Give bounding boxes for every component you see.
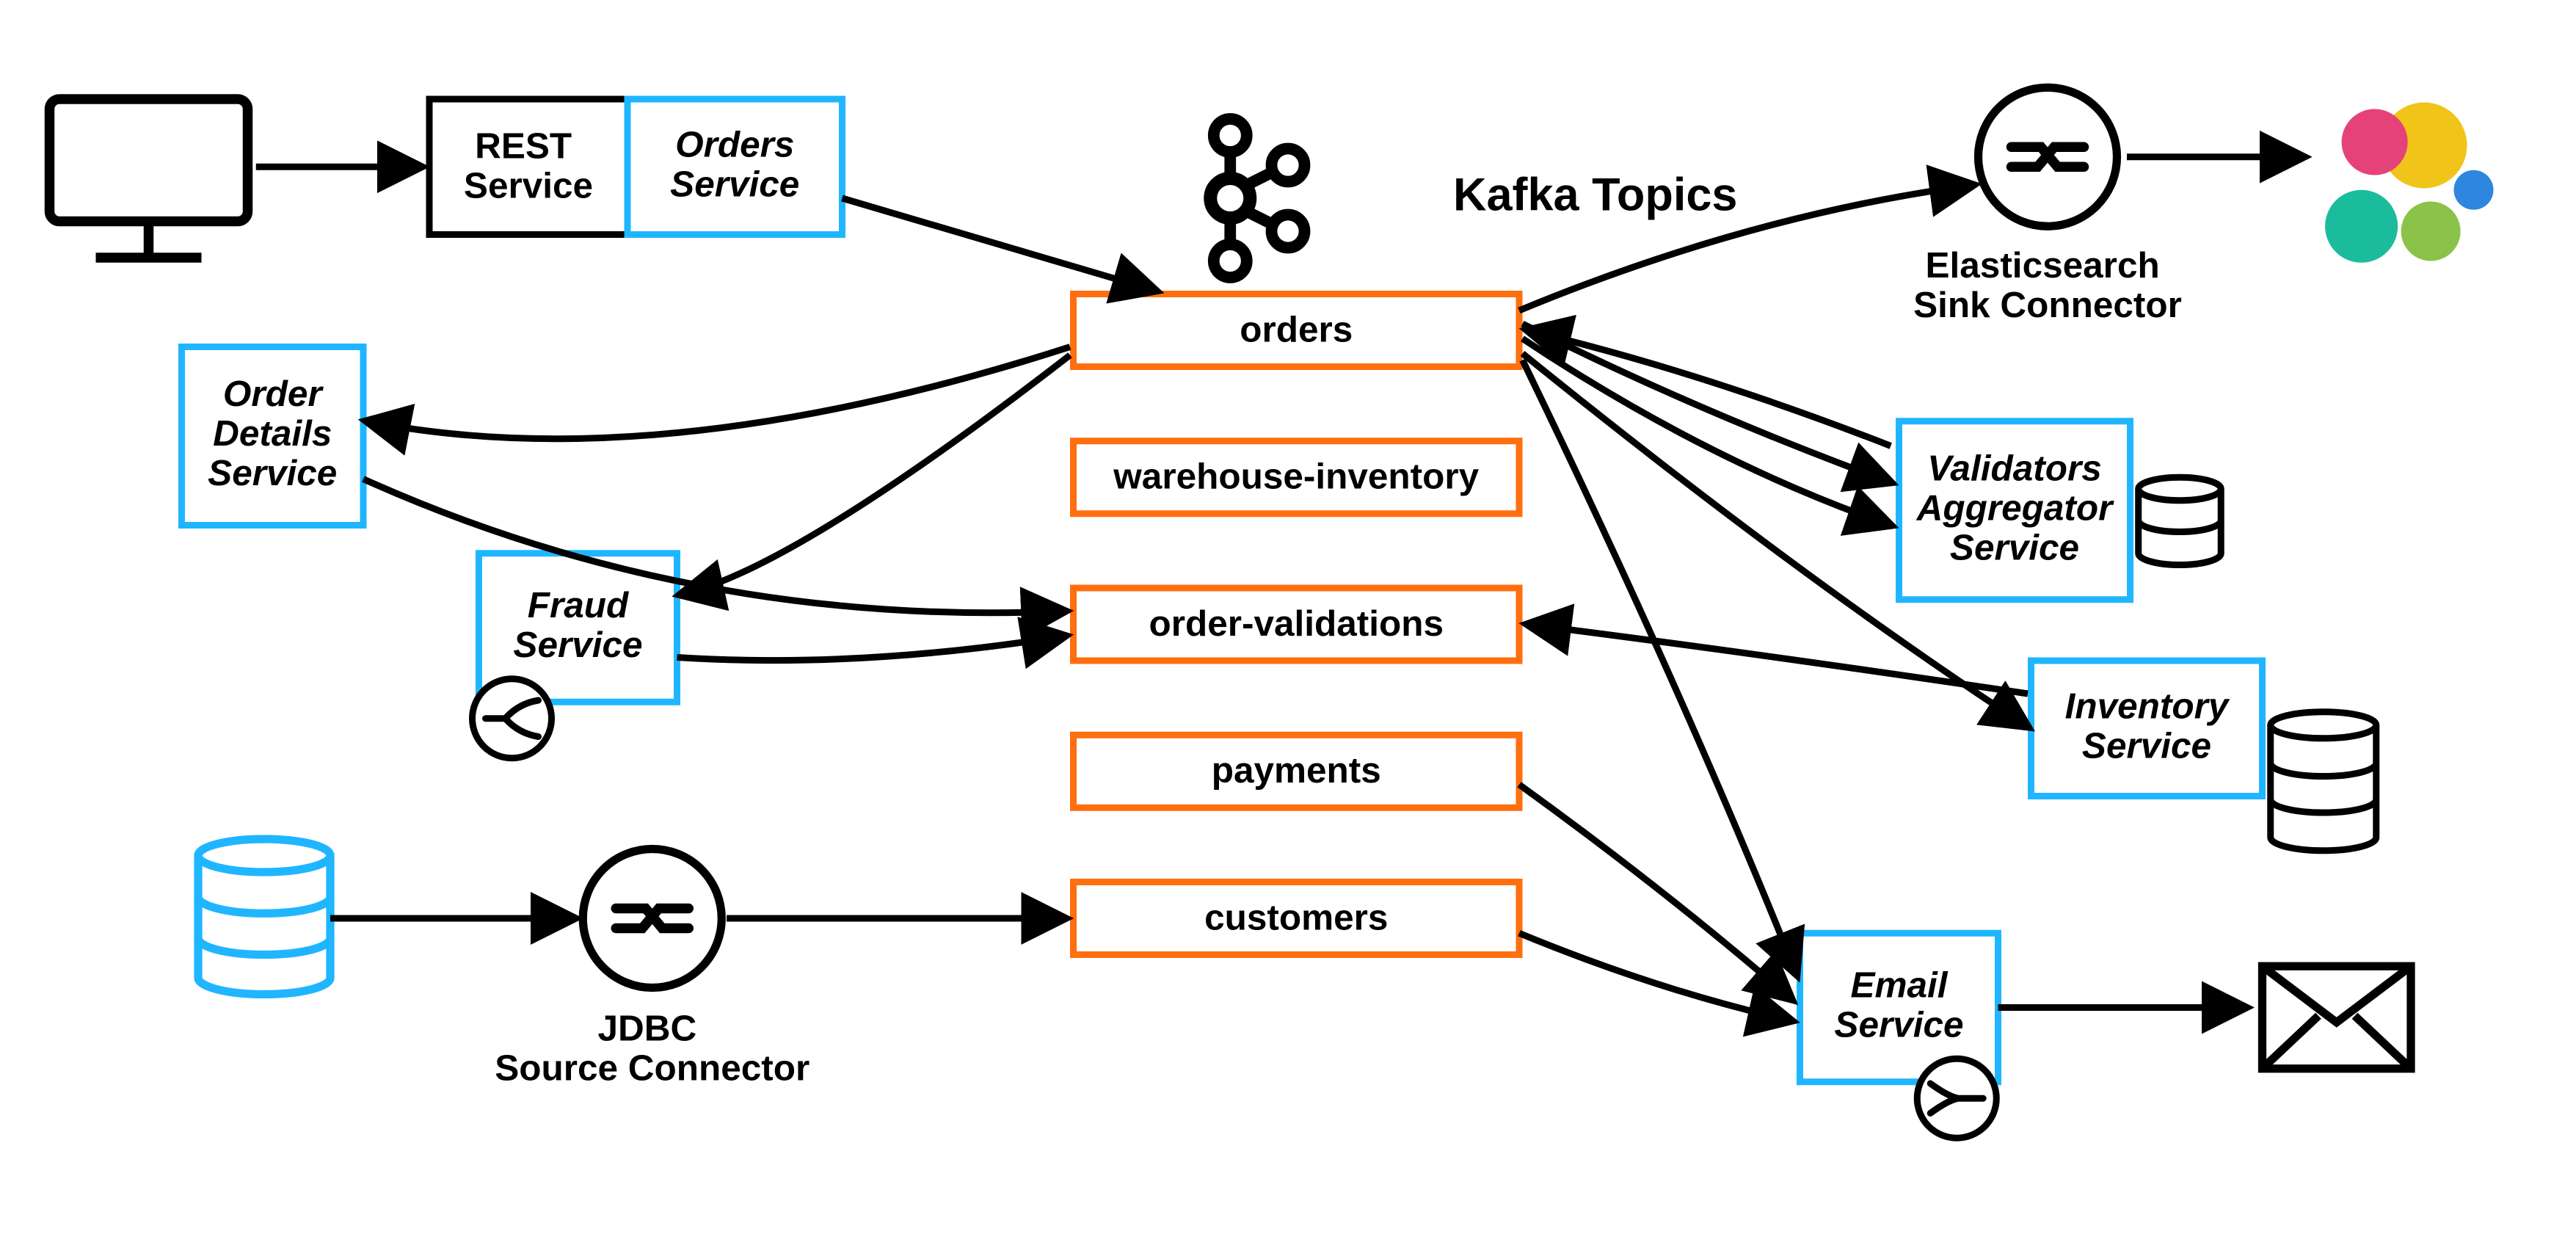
database-inventory-icon	[2271, 712, 2376, 851]
edge-orders_service-orders	[843, 198, 1157, 291]
es-sink-connector: Elasticsearch Sink Connector	[1913, 87, 2182, 325]
edge-orders-to-detail	[367, 347, 1071, 439]
es-l2: Sink Connector	[1913, 285, 2182, 325]
topic-label: order-validations	[1149, 603, 1444, 644]
kafka-header-label: Kafka Topics	[1453, 170, 1737, 221]
monitor-icon	[50, 99, 248, 258]
edge-orders-to-fraud	[680, 355, 1070, 595]
svg-text:Elasticsearch Sink Conne: Elasticsearch Sink Connector	[1913, 245, 2182, 325]
service-label: OrdersService	[670, 124, 799, 204]
edge-detail-to-validations	[363, 479, 1065, 613]
topic-label: warehouse-inventory	[1113, 457, 1479, 497]
service-validators: ValidatorsAggregatorService	[1899, 421, 2131, 600]
mail-icon	[2263, 966, 2412, 1069]
service-label: EmailService	[1834, 965, 1963, 1045]
jdbc-l2: Source Connector	[495, 1048, 809, 1089]
edge-orders-to-validators1	[1523, 324, 1891, 482]
topic-order-validations: order-validations	[1074, 588, 1520, 661]
rest-label-l1: REST	[475, 126, 572, 167]
topic-orders: orders	[1074, 294, 1520, 367]
topic-payments: payments	[1074, 735, 1520, 807]
service-label: FraudService	[513, 585, 642, 665]
service-inventory: InventoryService	[2031, 661, 2263, 796]
edge-orders-to-email	[1523, 360, 1797, 975]
jdbc-source-connector: JDBC Source Connector	[495, 849, 809, 1089]
edge-validators-to-orders	[1527, 330, 1891, 446]
database-validators-icon	[2139, 477, 2222, 565]
kafka-icon	[1210, 119, 1304, 277]
jdbc-l1: JDBC	[597, 1009, 696, 1049]
database-source-icon	[198, 839, 330, 995]
edge-payments-to-email	[1519, 785, 1791, 1000]
edge-fraud-to-validations	[677, 636, 1066, 660]
edge-customers-to-email	[1519, 933, 1791, 1020]
split-badge-fraud	[473, 679, 552, 758]
edge-inventory-to-validations	[1527, 625, 2028, 694]
svg-text:JDBC Source Connector: JDBC Source Connector	[495, 1009, 809, 1089]
service-orders_service: OrdersService	[627, 99, 843, 235]
service-order_details: OrderDetailsService	[182, 347, 364, 526]
topic-label: orders	[1240, 309, 1353, 349]
rest-service-box: REST Service	[429, 99, 627, 235]
merge-badge-email	[1917, 1059, 1996, 1138]
topic-label: payments	[1212, 750, 1381, 791]
svg-text:REST Service: REST Service	[464, 126, 593, 206]
rest-label-l2: Service	[464, 166, 593, 206]
topic-warehouse-inventory: warehouse-inventory	[1074, 441, 1520, 514]
topic-customers: customers	[1074, 882, 1520, 955]
service-label: InventoryService	[2065, 686, 2230, 766]
kafka-header: Kafka Topics	[1210, 119, 1737, 277]
elastic-icon	[2325, 103, 2493, 263]
service-label: OrderDetailsService	[208, 374, 337, 493]
es-l1: Elasticsearch	[1926, 245, 2160, 286]
topic-label: customers	[1204, 897, 1388, 937]
